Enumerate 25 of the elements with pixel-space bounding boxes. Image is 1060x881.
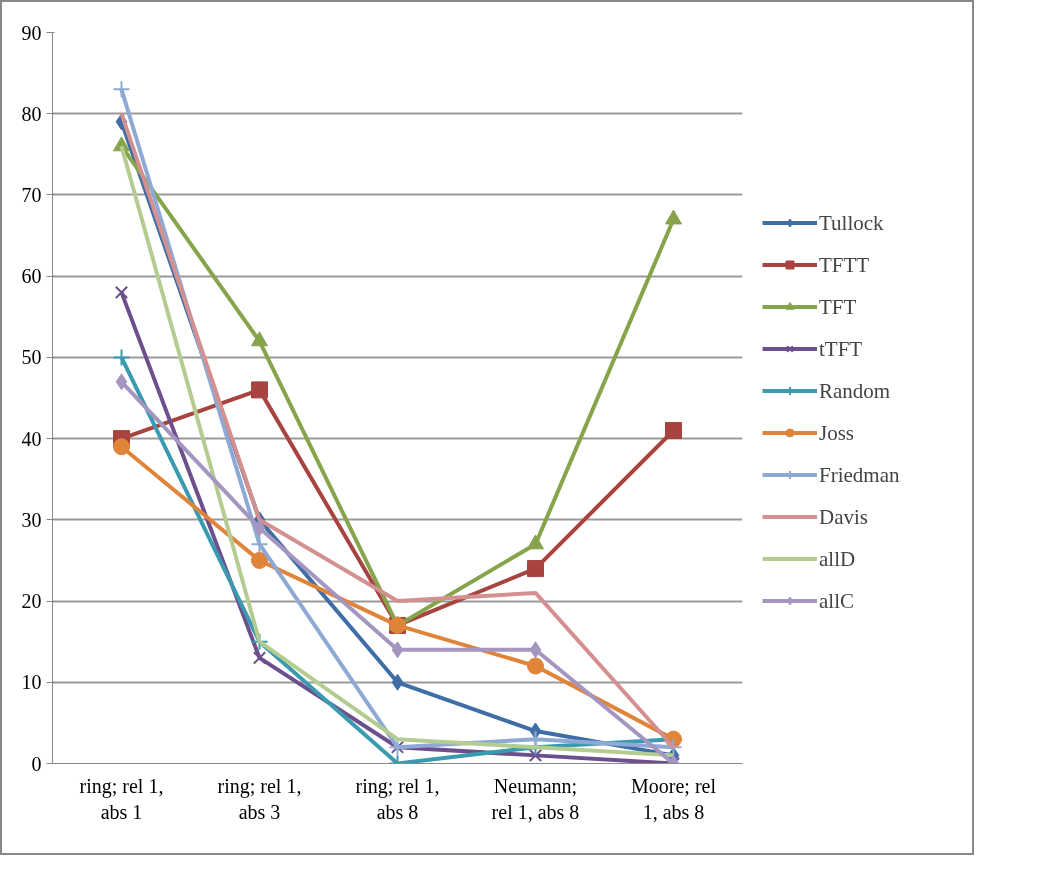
legend-label: Tullock <box>819 210 884 235</box>
legend-label: Joss <box>819 420 855 445</box>
x-tick-label: Moore; rel 1, abs 8 <box>631 774 717 823</box>
x-tick-label: ring; rel 1, abs 1 <box>79 774 164 823</box>
y-tick-label: 40 <box>21 427 42 450</box>
y-tick-label: 50 <box>21 346 42 369</box>
legend-label: TFTT <box>819 252 870 277</box>
x-tick-label: ring; rel 1, abs 8 <box>355 774 440 823</box>
y-tick-label: 80 <box>21 102 42 125</box>
legend-label: tTFT <box>819 336 863 361</box>
y-tick-label: 10 <box>21 671 42 694</box>
legend-label: Davis <box>819 504 868 529</box>
y-tick-label: 60 <box>21 265 42 288</box>
legend-label: Friedman <box>819 462 900 487</box>
y-tick-label: 30 <box>21 508 42 531</box>
legend-label: allC <box>819 588 854 613</box>
legend-label: Random <box>819 378 891 403</box>
y-tick-label: 20 <box>21 590 42 613</box>
y-tick-label: 0 <box>31 752 42 775</box>
y-tick-label: 70 <box>21 183 42 206</box>
legend-label: allD <box>819 546 856 571</box>
x-tick-label: ring; rel 1, abs 3 <box>217 774 302 823</box>
x-tick-label: Neumann; rel 1, abs 8 <box>491 774 580 823</box>
y-tick-label: 90 <box>21 21 42 44</box>
legend-label: TFT <box>819 294 857 319</box>
